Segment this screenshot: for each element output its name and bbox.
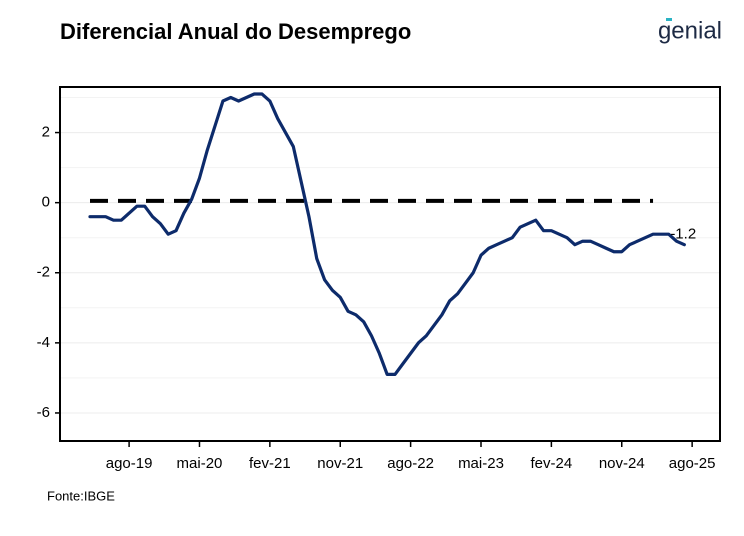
axes-layer: -6 -4 -2 0 2 ago-19 mai-20 fev-21 nov-21 ago-22 ma… (37, 124, 716, 472)
x-tick-label: fev-21 (249, 455, 291, 472)
y-tick-label: 2 (42, 124, 50, 141)
x-tick-label: nov-21 (317, 455, 363, 472)
y-tick-label: -4 (37, 334, 50, 351)
y-tick-label: -2 (37, 264, 50, 281)
y-tick-label: -6 (37, 404, 50, 421)
x-tick-label: ago-19 (106, 455, 153, 472)
y-tick-label: 0 (42, 194, 50, 211)
end-label: -1.2 (670, 226, 696, 243)
x-tick-label: nov-24 (599, 455, 645, 472)
grid-layer (60, 97, 720, 414)
x-tick-label: ago-22 (387, 455, 434, 472)
source-note: Fonte:IBGE (47, 488, 115, 503)
x-tick-label: mai-23 (458, 455, 504, 472)
plot-frame (59, 86, 721, 442)
data-line (88, 92, 686, 377)
x-tick-label: mai-20 (177, 455, 223, 472)
plot-background (60, 87, 720, 441)
x-tick-label: ago-25 (669, 455, 716, 472)
x-tick-label: fev-24 (531, 455, 573, 472)
logo-text: genial (658, 17, 722, 44)
logo: genial (658, 17, 722, 44)
data-layer: -1.2 (88, 92, 696, 377)
chart-title: Diferencial Anual do Desemprego (60, 19, 411, 44)
logo-accent (666, 18, 672, 21)
